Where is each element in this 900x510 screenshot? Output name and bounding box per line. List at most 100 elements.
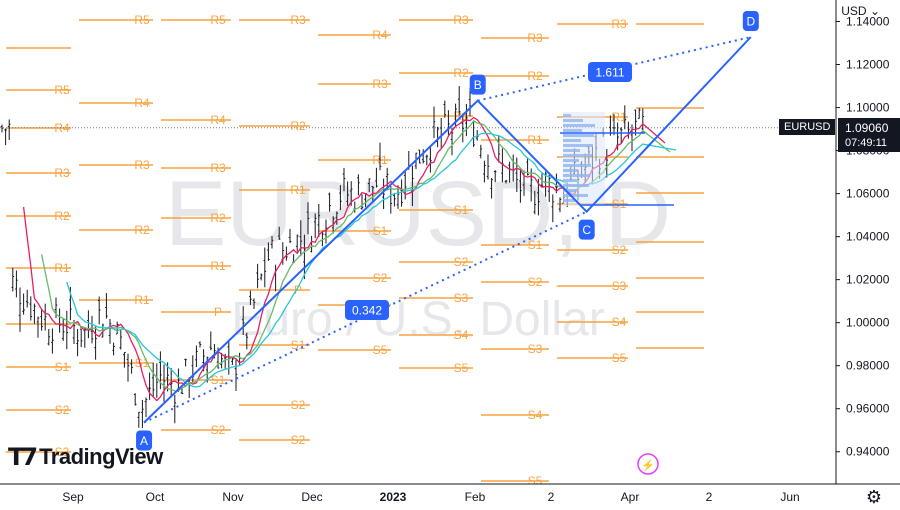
pivot-level-label: R4 [372, 28, 388, 42]
volume-profile-bar [563, 154, 592, 157]
pivot-level-label: S1 [291, 338, 306, 352]
pivot-level-label: R1 [134, 293, 150, 307]
pivot-level-label: R4 [54, 121, 70, 135]
ratio-line-ac [143, 210, 588, 424]
pivot-level-label: R3 [210, 161, 226, 175]
gear-icon[interactable]: ⚙ [865, 487, 882, 507]
price-axis-bg [836, 0, 900, 510]
pivot-level-label: R2 [54, 209, 70, 223]
pivot-level-label: S3 [612, 279, 627, 293]
pattern-point-badge [578, 219, 595, 240]
symbol-label: EURUSD [784, 121, 831, 133]
volume-profile-bar [563, 189, 576, 192]
pattern-point-label: D [746, 14, 755, 28]
pattern-point-label: A [140, 434, 148, 448]
pivot-level-label: R1 [210, 259, 226, 273]
pivot-level-label: R5 [134, 13, 150, 27]
ratio-badge [588, 62, 632, 82]
abcd-pattern-line [143, 36, 752, 424]
brand-name: TradingView [39, 444, 163, 469]
price-tick-label: 1.02000 [846, 273, 890, 287]
currency-label: USD [841, 4, 867, 18]
pivot-level-label: R3 [134, 158, 150, 172]
last-price-value: 1.09060 [845, 121, 889, 135]
moving-average-fast [22, 116, 666, 402]
pivot-level-label: R1 [611, 110, 627, 124]
pivot-level-label: R1 [54, 261, 70, 275]
time-tick-label: Apr [621, 490, 640, 504]
price-tick-label: 1.12000 [846, 58, 890, 72]
price-tick-label: 1.04000 [846, 230, 890, 244]
pivot-level-label: S2 [291, 433, 306, 447]
time-tick-label: Sep [62, 490, 84, 504]
pivot-level-label: R5 [210, 13, 226, 27]
pivot-level-label: S1 [211, 373, 226, 387]
volume-profile-bar [563, 129, 582, 132]
lightning-glyph: ⚡ [641, 459, 655, 472]
pivot-level-label: R4 [134, 96, 150, 110]
tradingview-logo[interactable]: T7 TradingView [8, 444, 163, 470]
time-tick-label: Jun [780, 490, 799, 504]
pivot-level-label: R2 [527, 69, 543, 83]
volume-profile-bar [563, 174, 590, 177]
pivot-level-label: S2 [211, 423, 226, 437]
pivot-level-label: P [214, 305, 222, 319]
price-tick-label: 1.14000 [846, 15, 890, 29]
pivot-level-label: S4 [528, 408, 543, 422]
volume-profile-bar [563, 119, 583, 122]
time-tick-label: Oct [146, 490, 165, 504]
pivot-level-label: S1 [373, 224, 388, 238]
time-tick-label: 2 [548, 490, 555, 504]
symbol-subtitle-watermark: Euro / U.S. Dollar [231, 293, 604, 346]
chevron-down-icon: ⌄ [869, 4, 880, 18]
ratio-label: 0.342 [352, 304, 382, 318]
pivot-level-label: S1 [528, 238, 543, 252]
tradingview-logo-icon: T7 [8, 443, 38, 471]
pivot-level-label: S3 [55, 445, 70, 459]
pivot-level-label: S2 [55, 403, 70, 417]
ratio-badge [345, 300, 389, 320]
time-axis-bg [0, 484, 836, 510]
pivot-level-label: S2 [291, 398, 306, 412]
price-tick-label: 0.94000 [846, 445, 890, 459]
last-price-badge: 1.09060 07:49:11 [838, 118, 900, 152]
pivot-level-label: S1 [454, 203, 469, 217]
pivot-level-label: S2 [373, 271, 388, 285]
pivot-level-label: S3 [454, 291, 469, 305]
currency-selector[interactable]: USD ⌄ [841, 4, 880, 18]
pivot-level-label: S2 [454, 255, 469, 269]
price-tick-label: 1.10000 [846, 101, 890, 115]
pivot-level-label: R3 [453, 13, 469, 27]
pivot-level-label: S5 [373, 343, 388, 357]
pivot-level-label: R2 [134, 223, 150, 237]
pivot-level-label: R3 [290, 13, 306, 27]
pivot-level-label: S4 [612, 315, 627, 329]
volume-profile-bar [563, 164, 591, 167]
pivot-level-label: R2 [210, 211, 226, 225]
pivot-level-label: S5 [454, 361, 469, 375]
lightning-icon [637, 453, 659, 475]
pattern-point-label: B [474, 78, 482, 92]
pivot-level-label: S1 [55, 360, 70, 374]
pivot-level-label: S4 [454, 328, 469, 342]
moving-average-slow [66, 132, 677, 388]
pivot-level-label: R1 [527, 133, 543, 147]
time-tick-label: 2023 [380, 490, 407, 504]
pivot-level-label: R3 [527, 31, 543, 45]
symbol-price-badge: EURUSD [779, 119, 836, 135]
pivot-level-label: R4 [210, 113, 226, 127]
volume-profile-bar [563, 139, 581, 142]
price-tick-label: 0.96000 [846, 402, 890, 416]
pivot-level-label: R2 [290, 119, 306, 133]
volume-profile-bar [563, 159, 579, 162]
time-tick-label: Dec [301, 490, 322, 504]
pivot-level-label: P [294, 283, 302, 297]
volume-profile-bar [563, 194, 588, 197]
pattern-point-label: C [582, 223, 591, 237]
pivot-level-label: S2 [612, 243, 627, 257]
ratio-label: 1.611 [595, 66, 624, 80]
volume-profile-bar [563, 134, 594, 137]
volume-profile-bar [563, 179, 577, 182]
